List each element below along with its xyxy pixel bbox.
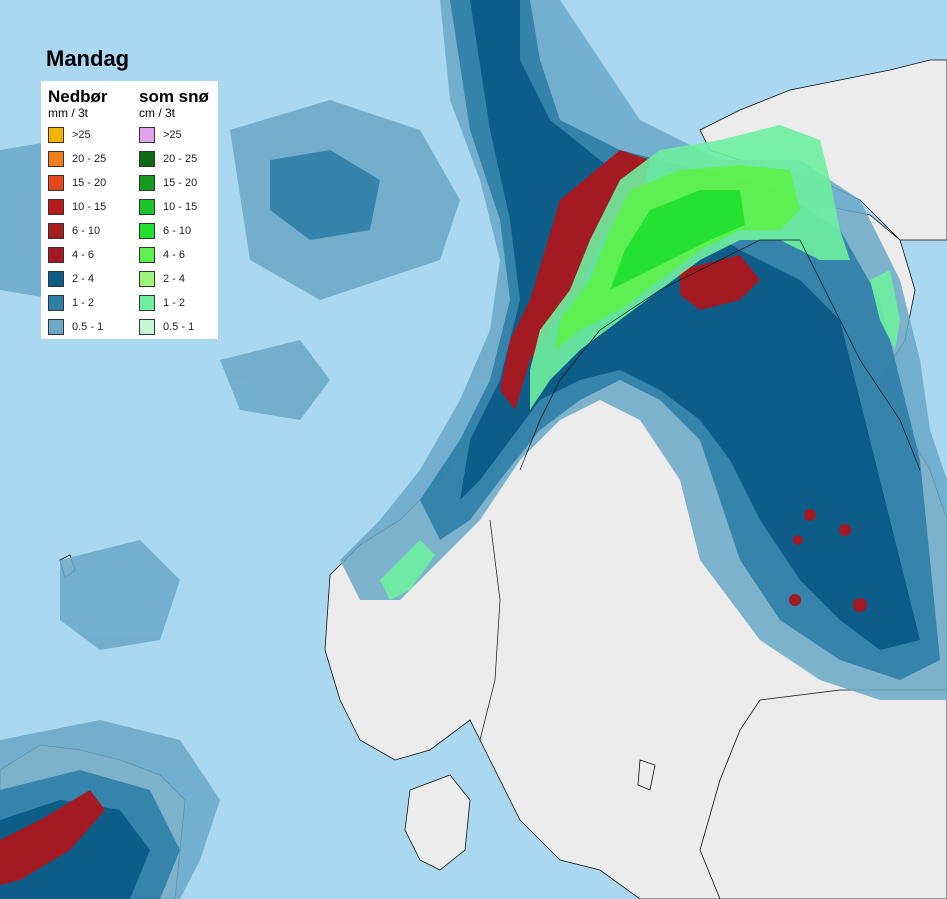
rain-legend-label: >25 — [72, 129, 91, 141]
rain-legend-label: 10 - 15 — [72, 201, 107, 213]
snow-legend-swatch — [139, 319, 155, 335]
snow-legend-label: 20 - 25 — [163, 153, 198, 165]
snow-legend-row: 4 - 6 — [139, 246, 185, 264]
snow-legend-row: 20 - 25 — [139, 150, 197, 168]
rain-legend-row: 20 - 25 — [48, 150, 106, 168]
rain-legend-row: 2 - 4 — [48, 270, 94, 288]
rain-legend-swatch — [48, 175, 64, 191]
rain-legend-label: 1 - 2 — [72, 297, 95, 309]
rain-legend-row: 15 - 20 — [48, 174, 106, 192]
rain-legend-swatch — [48, 247, 64, 263]
snow-legend-label: 15 - 20 — [163, 177, 198, 189]
snow-legend-label: 2 - 4 — [163, 273, 186, 285]
rain-legend-swatch — [48, 151, 64, 167]
snow-legend-row: 2 - 4 — [139, 270, 185, 288]
rain-legend-label: 20 - 25 — [72, 153, 107, 165]
rain-legend-row: 10 - 15 — [48, 198, 106, 216]
rain-legend-label: 2 - 4 — [72, 273, 95, 285]
rain-legend-row: >25 — [48, 126, 91, 144]
rain-legend-unit: mm / 3t — [48, 106, 89, 120]
snow-legend-swatch — [139, 271, 155, 287]
snow-legend-row: 10 - 15 — [139, 198, 197, 216]
country-borders — [479, 239, 921, 741]
day-title: Mandag — [46, 46, 130, 71]
rain-legend-title: Nedbør — [48, 87, 108, 106]
rain-legend-label: 0.5 - 1 — [72, 321, 104, 333]
snow-heavy — [610, 190, 745, 290]
snow-legend-label: 1 - 2 — [163, 297, 186, 309]
rain-legend-swatch — [48, 295, 64, 311]
gotland-land — [637, 759, 656, 791]
rain-legend-row: 1 - 2 — [48, 294, 94, 312]
rain-legend-swatch — [48, 271, 64, 287]
snow-legend-label: 0.5 - 1 — [163, 321, 195, 333]
snow-legend-swatch — [139, 223, 155, 239]
rain-legend-row: 0.5 - 1 — [48, 318, 103, 336]
rain-legend-swatch — [48, 127, 64, 143]
rain-legend-row: 4 - 6 — [48, 246, 94, 264]
rain-legend-swatch — [48, 223, 64, 239]
snow-legend-swatch — [139, 151, 155, 167]
rain-legend-row: 6 - 10 — [48, 222, 100, 240]
rain-legend-label: 15 - 20 — [72, 177, 107, 189]
snow-legend-row: 1 - 2 — [139, 294, 185, 312]
snow-legend-swatch — [139, 247, 155, 263]
snow-legend-label: 6 - 10 — [163, 225, 192, 237]
rain-legend-swatch — [48, 319, 64, 335]
snow-legend-row: 6 - 10 — [139, 222, 191, 240]
snow-legend-unit: cm / 3t — [139, 106, 176, 120]
denmark-land — [404, 774, 471, 871]
snow-legend-label: >25 — [163, 129, 182, 141]
rain-legend-label: 4 - 6 — [72, 249, 95, 261]
snow-legend-label: 10 - 15 — [163, 201, 198, 213]
snow-legend-row: 0.5 - 1 — [139, 318, 194, 336]
snow-legend-swatch — [139, 127, 155, 143]
legend-panel: Nedbør mm / 3t som snø cm / 3t >25 20 - 2… — [41, 81, 218, 339]
snow-legend-row: >25 — [139, 126, 182, 144]
snow-legend-swatch — [139, 175, 155, 191]
snow-legend-swatch — [139, 295, 155, 311]
rain-legend-label: 6 - 10 — [72, 225, 101, 237]
rain-legend-swatch — [48, 199, 64, 215]
snow-legend-title: som snø — [139, 87, 209, 106]
snow-legend-swatch — [139, 199, 155, 215]
snow-legend-row: 15 - 20 — [139, 174, 197, 192]
snow-legend-label: 4 - 6 — [163, 249, 186, 261]
